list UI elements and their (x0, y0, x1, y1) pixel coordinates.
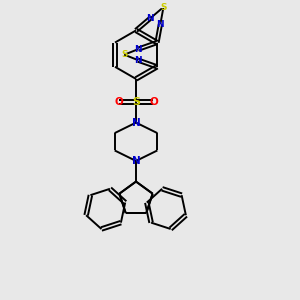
Text: N: N (146, 14, 154, 23)
Text: S: S (121, 50, 128, 59)
Text: S: S (160, 3, 167, 12)
Text: N: N (157, 20, 164, 28)
Text: N: N (134, 56, 142, 64)
Text: N: N (132, 156, 140, 166)
Text: O: O (149, 97, 158, 107)
Text: N: N (132, 118, 140, 128)
Text: N: N (134, 45, 142, 54)
Text: O: O (114, 97, 123, 107)
Text: S: S (132, 97, 140, 107)
